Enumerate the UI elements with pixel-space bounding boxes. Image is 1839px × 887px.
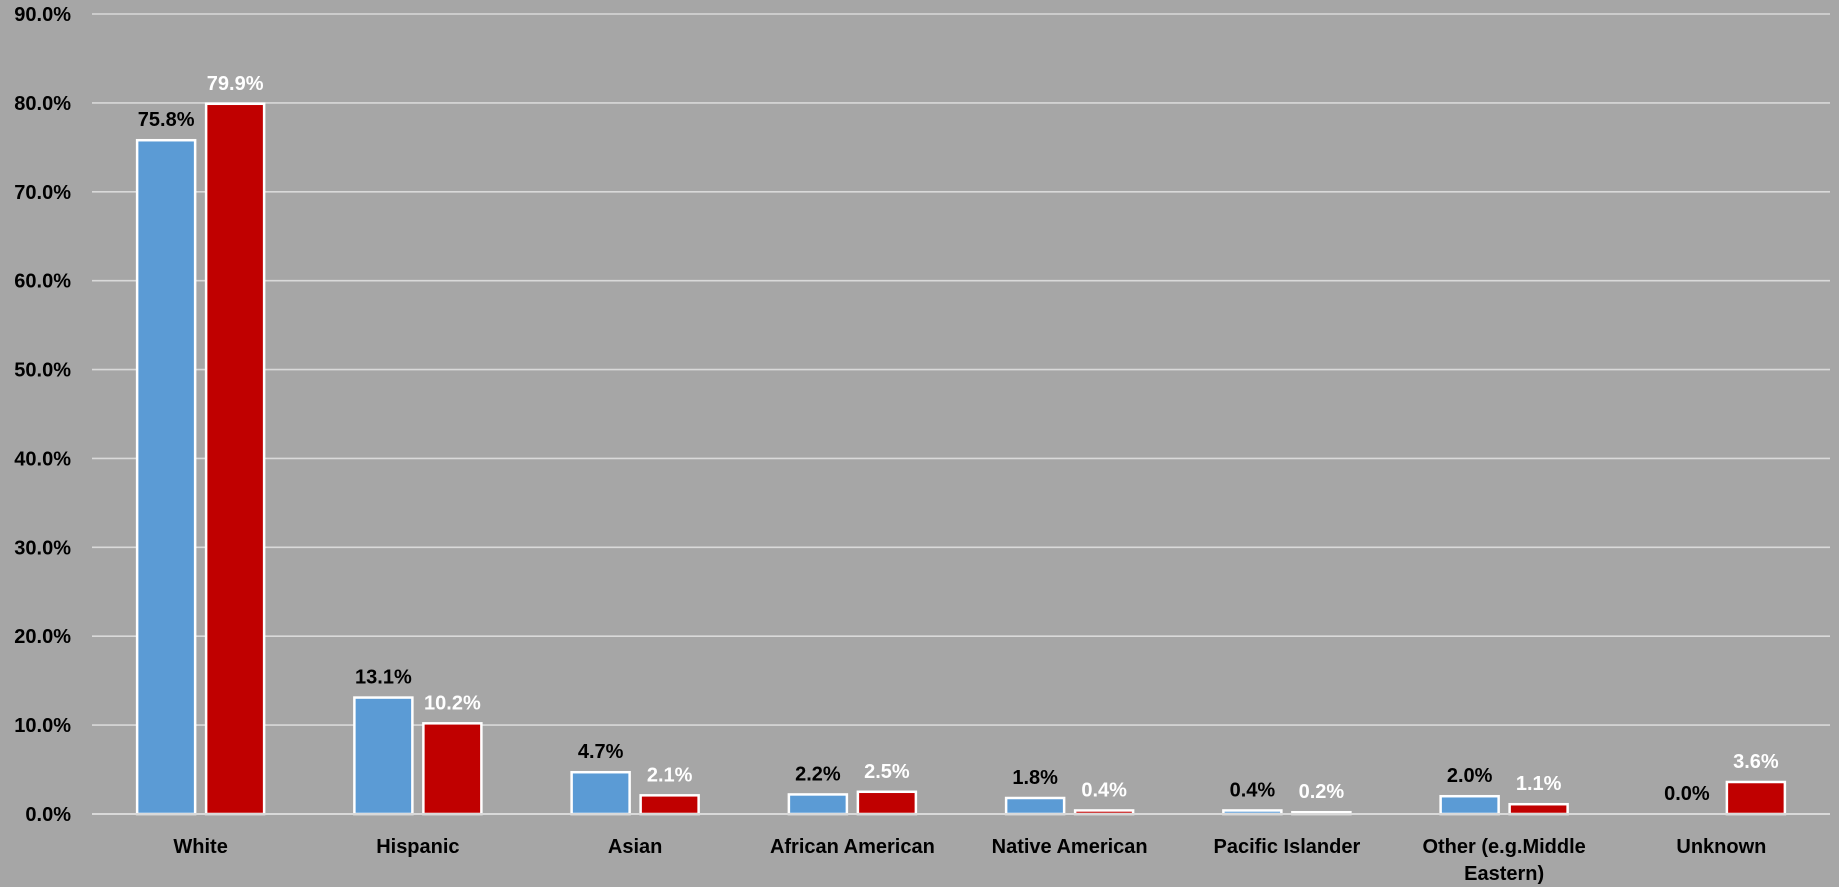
x-category-label: African American: [770, 836, 935, 858]
data-label: 75.8%: [138, 109, 195, 131]
y-tick-label: 10.0%: [14, 715, 71, 737]
bar: [135, 138, 197, 816]
y-tick-label: 60.0%: [14, 271, 71, 293]
bar: [1725, 780, 1787, 816]
y-tick-label: 50.0%: [14, 360, 71, 382]
data-label: 2.0%: [1447, 765, 1493, 787]
data-label: 3.6%: [1733, 751, 1779, 773]
data-label: 2.2%: [795, 763, 841, 785]
x-category-label: Pacific Islander: [1214, 836, 1361, 858]
y-tick-label: 90.0%: [14, 4, 71, 26]
data-label: 10.2%: [424, 692, 481, 714]
data-label: 2.5%: [864, 761, 910, 783]
x-category-label: White: [173, 836, 227, 858]
x-category-label: Native American: [992, 836, 1148, 858]
data-label: 4.7%: [578, 741, 624, 763]
bar: [639, 794, 700, 816]
x-category-label: Asian: [608, 836, 662, 858]
gridlines: [92, 13, 1830, 815]
bar: [856, 790, 918, 816]
bar: [204, 102, 266, 816]
data-label: 0.2%: [1299, 781, 1345, 803]
x-category-label: Hispanic: [376, 836, 459, 858]
x-category-label: Other (e.g.Middle: [1422, 836, 1585, 858]
y-tick-label: 40.0%: [14, 448, 71, 470]
bar: [1004, 796, 1066, 816]
data-label: 0.0%: [1664, 783, 1710, 805]
y-tick-label: 20.0%: [14, 626, 71, 648]
data-label: 0.4%: [1081, 779, 1127, 801]
bar: [422, 722, 483, 816]
y-axis: 0.0% 10.0% 20.0% 30.0% 40.0% 50.0% 60.0% 70.0% 8…: [14, 4, 71, 826]
data-label: 1.8%: [1012, 767, 1058, 789]
data-labels: 75.8% 79.9% 13.1% 10.2% 4.7% 2.1% 2.2% 2.5% 1.8%…: [138, 73, 1779, 805]
y-tick-label: 0.0%: [25, 804, 71, 826]
data-label: 79.9%: [207, 73, 264, 95]
data-label: 0.4%: [1230, 779, 1276, 801]
y-tick-label: 70.0%: [14, 182, 71, 204]
bar: [787, 793, 849, 816]
bar: [353, 696, 414, 816]
x-category-label: Eastern): [1464, 863, 1544, 885]
bar: [1439, 794, 1500, 816]
x-category-label: Unknown: [1676, 836, 1766, 858]
bar: [1508, 802, 1569, 816]
bar: [570, 770, 631, 816]
x-axis: White Hispanic Asian African American Native…: [92, 813, 1830, 885]
y-tick-label: 80.0%: [14, 93, 71, 115]
data-label: 1.1%: [1516, 773, 1562, 795]
data-label: 13.1%: [355, 667, 412, 689]
y-tick-label: 30.0%: [14, 537, 71, 559]
data-label: 2.1%: [647, 764, 693, 786]
